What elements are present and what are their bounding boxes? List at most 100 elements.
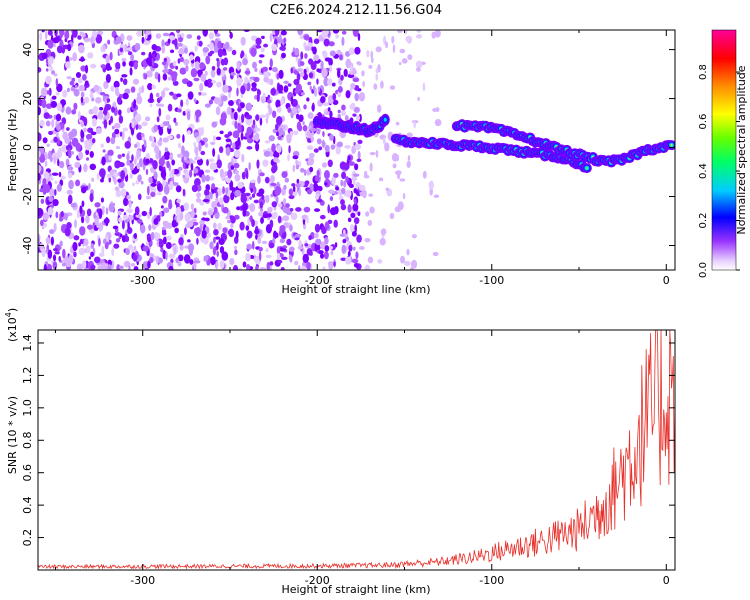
- spectrogram-y-label: Frequency (Hz): [6, 109, 19, 192]
- spectrogram-speckle: [299, 71, 305, 77]
- spectrogram-speckle: [351, 230, 357, 237]
- spectrogram-speckle: [263, 69, 269, 80]
- spectrogram-speckle: [168, 199, 172, 205]
- spectrogram-speckle: [111, 125, 115, 130]
- spectrogram-speckle: [152, 53, 156, 62]
- spectrogram-speckle: [131, 154, 134, 162]
- spectrogram-speckle: [264, 194, 270, 204]
- spectrogram-speckle: [249, 203, 256, 213]
- spectrogram-speckle: [167, 38, 171, 44]
- spectrogram-speckle: [246, 264, 251, 270]
- spectrogram-speckle: [296, 178, 300, 184]
- spectrogram-speckle: [306, 215, 309, 224]
- spectrogram-speckle: [38, 132, 42, 142]
- spectrogram-speckle: [155, 33, 162, 39]
- spectrogram-speckle: [229, 257, 235, 266]
- spectrogram-speckle: [397, 30, 403, 33]
- spectrogram-speckle: [335, 34, 339, 39]
- spectrogram-speckle: [199, 62, 206, 70]
- spectrogram-speckle: [87, 127, 94, 133]
- spectrogram-speckle: [229, 31, 233, 39]
- colorbar-tick-label: 0.6: [698, 114, 709, 130]
- spectrogram-speckle: [300, 92, 305, 96]
- spectrogram-speckle: [103, 95, 109, 100]
- spectrogram-ridge-mark: [585, 166, 589, 170]
- spectrogram-speckle: [269, 32, 273, 42]
- spectrogram-speckle: [432, 251, 439, 257]
- spectrogram-speckle: [280, 266, 285, 270]
- spectrogram-speckle: [341, 104, 346, 111]
- spectrogram-speckle: [194, 227, 198, 235]
- spectrogram-speckle: [362, 80, 365, 88]
- spectrogram-speckle: [56, 123, 61, 131]
- spectrogram-speckle: [283, 80, 289, 85]
- spectrogram-speckle: [207, 209, 214, 216]
- spectrogram-speckle: [389, 85, 396, 90]
- spectrogram-speckle: [102, 45, 106, 51]
- spectrogram-speckle: [314, 208, 321, 212]
- spectrogram-speckle: [300, 265, 307, 270]
- spectrogram-speckle: [113, 80, 120, 89]
- spectrogram-speckle: [179, 244, 184, 251]
- snr-x-tick-label: -100: [479, 574, 504, 587]
- spectrogram-speckle: [288, 145, 291, 154]
- spectrogram-speckle: [336, 141, 343, 148]
- spectrogram-speckle: [115, 61, 121, 71]
- spectrogram-speckle: [186, 80, 193, 87]
- spectrogram-speckle: [182, 188, 186, 197]
- spectrogram-speckle: [376, 104, 382, 113]
- spectrogram-speckle: [236, 87, 239, 97]
- spectrogram-speckle: [244, 131, 250, 139]
- spectrogram-speckle: [124, 43, 128, 53]
- spectrogram-speckle: [167, 103, 173, 112]
- spectrogram-speckle: [246, 243, 253, 250]
- spectrogram-speckle: [81, 33, 86, 38]
- spectrogram-speckle: [99, 107, 104, 111]
- spectrogram-speckle: [64, 214, 68, 221]
- spectrogram-speckle: [277, 135, 282, 140]
- spectrogram-speckle: [60, 99, 67, 107]
- spectrogram-speckle: [80, 216, 85, 224]
- snr-x-label: Height of straight line (km): [281, 583, 430, 596]
- spectrogram-y-tick-label: 40: [21, 43, 34, 57]
- spectrogram-speckle: [271, 143, 276, 153]
- spectrogram-speckle: [282, 245, 288, 249]
- spectrogram-speckle: [86, 224, 94, 230]
- spectrogram-speckle: [306, 169, 311, 176]
- spectrogram-speckle: [145, 158, 150, 164]
- spectrogram-speckle: [344, 144, 351, 149]
- spectrogram-speckle: [46, 143, 50, 148]
- spectrogram-speckle: [212, 222, 217, 230]
- spectrogram-speckle: [217, 40, 222, 49]
- spectrogram-speckle: [126, 159, 131, 166]
- spectrogram-speckle: [97, 265, 102, 270]
- spectrogram-speckle: [83, 37, 91, 43]
- spectrogram-speckle: [226, 106, 232, 115]
- spectrogram-speckle: [176, 214, 180, 224]
- spectrogram-speckle: [279, 34, 282, 41]
- spectrogram-speckle: [88, 256, 92, 260]
- spectrogram-speckle: [103, 119, 108, 129]
- spectrogram-speckle: [225, 187, 229, 195]
- spectrogram-speckle: [395, 170, 402, 176]
- spectrogram-speckle: [313, 232, 319, 239]
- spectrogram-speckle: [289, 246, 295, 252]
- spectrogram-speckle: [331, 82, 336, 87]
- spectrogram-speckle: [128, 215, 134, 221]
- spectrogram-speckle: [167, 124, 172, 130]
- spectrogram-speckle: [213, 236, 216, 244]
- spectrogram-speckle: [234, 245, 237, 250]
- spectrogram-speckle: [288, 195, 295, 200]
- spectrogram-speckle: [193, 132, 200, 137]
- spectrogram-speckle: [71, 109, 77, 115]
- spectrogram-speckle: [177, 33, 180, 38]
- spectrogram-speckle: [268, 206, 273, 213]
- spectrogram-speckle: [91, 117, 97, 127]
- spectrogram-speckle: [134, 42, 141, 51]
- spectrogram-speckle: [316, 68, 320, 73]
- spectrogram-speckle: [128, 264, 131, 270]
- spectrogram-speckle: [315, 238, 322, 246]
- spectrogram-speckle: [120, 188, 127, 198]
- spectrogram-speckle: [322, 266, 326, 270]
